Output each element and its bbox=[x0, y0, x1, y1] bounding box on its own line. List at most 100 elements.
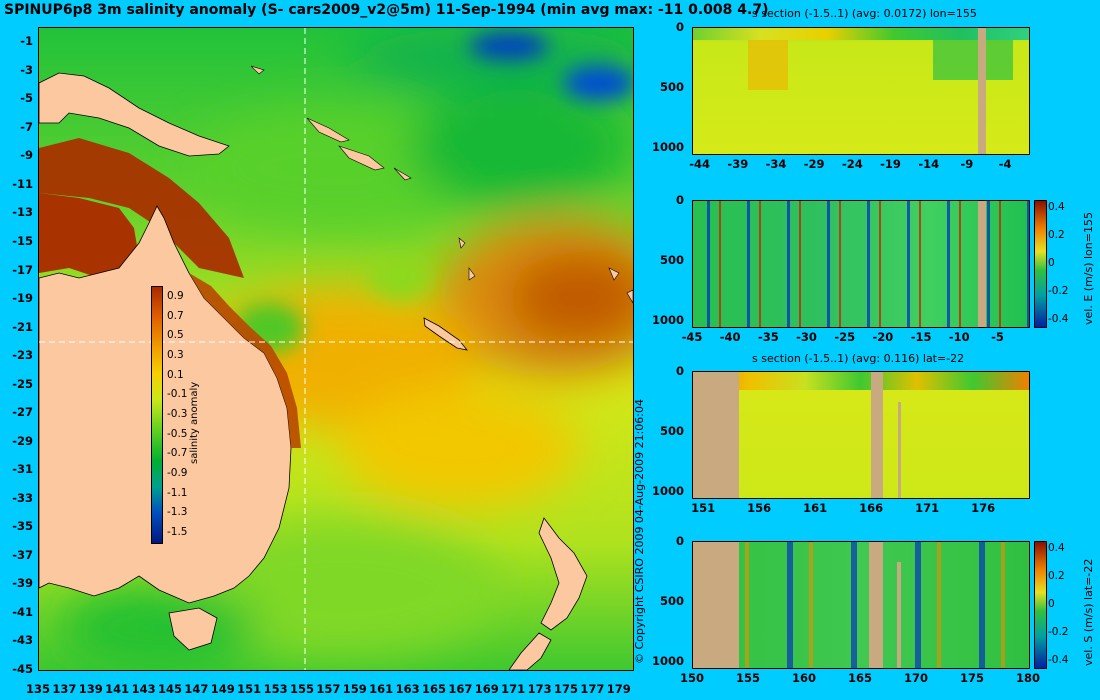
map-lat-tick: -9 bbox=[20, 148, 33, 163]
panel-1-x-tick: -9 bbox=[960, 157, 974, 171]
map-colorbar-tick: -0.1 bbox=[167, 388, 188, 401]
map-lat-tick: -41 bbox=[12, 604, 33, 619]
panel-1-y-tick: 500 bbox=[659, 80, 684, 94]
panel-4-x-tick: 160 bbox=[791, 671, 817, 685]
panel-4-colorbar-label: vel. S (m/s) lat=-22 bbox=[1082, 558, 1095, 666]
panel-2-x-tick: -35 bbox=[757, 330, 779, 344]
map-colorbar-tick: 0.1 bbox=[167, 368, 184, 381]
map-colorbar-tick: -1.3 bbox=[167, 506, 188, 519]
panel-3-x-tick: 176 bbox=[971, 501, 996, 515]
map-lon-tick: 147 bbox=[184, 682, 209, 696]
panel-1-x-tick: -24 bbox=[841, 157, 863, 171]
map-lat-tick: -29 bbox=[12, 433, 33, 448]
map-lon-tick: 167 bbox=[448, 682, 473, 696]
map-lon-tick: 157 bbox=[316, 682, 341, 696]
panel-4-colorbar-tick: -0.2 bbox=[1048, 626, 1069, 638]
map-lon-tick: 173 bbox=[527, 682, 552, 696]
panel-2-y-tick: 1000 bbox=[651, 313, 684, 327]
map-lat-tick: -21 bbox=[12, 319, 33, 334]
panel-2-x-tick: -25 bbox=[834, 330, 856, 344]
panel-2-x-tick: -5 bbox=[991, 330, 1004, 344]
map-lon-tick: 139 bbox=[78, 682, 103, 696]
map-lon-tick: 159 bbox=[342, 682, 367, 696]
map-lon-tick: 177 bbox=[580, 682, 605, 696]
panel-2-y-tick: 0 bbox=[675, 193, 684, 207]
map-colorbar-tick: -0.7 bbox=[167, 447, 188, 460]
panel-1-x-tick: -19 bbox=[880, 157, 901, 171]
panel-2-y-tick: 500 bbox=[659, 253, 684, 267]
map-colorbar-tick: 0.9 bbox=[167, 289, 184, 302]
map-colorbar-tick: 0.7 bbox=[167, 309, 184, 322]
panel-1-y-tick: 0 bbox=[675, 20, 684, 34]
panel-3-x-tick: 151 bbox=[691, 501, 716, 515]
panel-2-x-tick: -40 bbox=[719, 330, 741, 344]
panel-4-land bbox=[693, 542, 739, 668]
panel-4-colorbar-tick: 0 bbox=[1048, 598, 1055, 610]
map-lat-tick: -33 bbox=[12, 490, 33, 505]
panel-4-colorbar bbox=[1034, 541, 1047, 669]
map-lon-tick: 163 bbox=[395, 682, 420, 696]
panel-3-y-tick: 500 bbox=[659, 424, 684, 438]
panel-3-x-tick: 161 bbox=[803, 501, 828, 515]
panel-4-x-tick: 155 bbox=[735, 671, 761, 685]
map-lon-tick: 141 bbox=[105, 682, 130, 696]
salinity-map: 0.9 0.7 0.5 0.3 0.1 -0.1 -0.3 -0.5 -0.7 -0.9 -1.1 -… bbox=[38, 27, 634, 671]
panel-2-x-tick: -45 bbox=[681, 330, 703, 344]
land-new-guinea bbox=[39, 72, 230, 157]
land-tasmania bbox=[168, 607, 218, 651]
map-lon-tick: 149 bbox=[210, 682, 235, 696]
panel-4-x-tick: 170 bbox=[903, 671, 929, 685]
panel-2-colorbar-tick: 0 bbox=[1048, 257, 1055, 269]
panel-2-colorbar-tick: 0.2 bbox=[1048, 229, 1065, 241]
map-lat-tick: -25 bbox=[12, 376, 33, 391]
map-lat-tick: -43 bbox=[12, 633, 33, 648]
panel-2-colorbar-tick: 0.4 bbox=[1048, 201, 1065, 213]
panel-3-y-tick: 1000 bbox=[651, 484, 684, 498]
panel-2-x-tick: -10 bbox=[948, 330, 970, 344]
panel-2-colorbar-tick: -0.2 bbox=[1048, 285, 1069, 297]
map-lat-tick: -3 bbox=[20, 62, 33, 77]
map-lon-tick: 169 bbox=[474, 682, 499, 696]
map-lon-tick: 153 bbox=[263, 682, 288, 696]
panel-3-x-tick: 156 bbox=[747, 501, 772, 515]
map-lat-tick: -35 bbox=[12, 519, 33, 534]
section-panel-2 bbox=[692, 200, 1030, 328]
panel-2-colorbar bbox=[1034, 200, 1047, 328]
panel-3-title: s section (-1.5..1) (avg: 0.116) lat=-22 bbox=[752, 352, 965, 365]
panel-1-x-tick: -29 bbox=[803, 157, 825, 171]
map-colorbar-tick: -1.5 bbox=[167, 526, 188, 539]
map-lat-tick: -11 bbox=[12, 176, 33, 191]
map-lon-tick: 155 bbox=[289, 682, 315, 696]
map-lat-tick: -1 bbox=[20, 34, 33, 49]
map-lat-tick: -19 bbox=[12, 291, 33, 306]
panel-4-x-tick: 180 bbox=[1015, 671, 1041, 685]
panel-2-x-tick: -20 bbox=[872, 330, 894, 344]
map-lat-tick: -15 bbox=[12, 234, 33, 248]
panel-4-colorbar-tick: 0.4 bbox=[1048, 542, 1065, 554]
map-lat-tick: -45 bbox=[12, 662, 33, 676]
panel-1-x-tick: -44 bbox=[689, 157, 711, 171]
map-colorbar-tick: -0.5 bbox=[167, 427, 188, 440]
section-panel-4 bbox=[692, 541, 1030, 669]
map-colorbar-tick: -0.9 bbox=[167, 467, 188, 480]
map-colorbar-tick: -0.3 bbox=[167, 408, 188, 420]
panel-1-land bbox=[978, 28, 986, 154]
panel-1-x-tick: -4 bbox=[998, 157, 1012, 171]
map-lon-tick: 161 bbox=[369, 682, 394, 696]
map-lat-tick: -31 bbox=[12, 462, 33, 477]
land-new-caledonia bbox=[423, 317, 468, 351]
panel-3-x-tick: 171 bbox=[915, 501, 940, 515]
map-colorbar-tick: 0.3 bbox=[167, 348, 184, 361]
map-lat-tick: -23 bbox=[12, 348, 33, 363]
panel-4-x-tick: 175 bbox=[959, 671, 985, 685]
map-colorbar-tick: -1.1 bbox=[167, 486, 188, 499]
map-lat-tick: -37 bbox=[12, 547, 33, 562]
panel-1-x-tick: -39 bbox=[727, 157, 749, 171]
map-lat-tick: -39 bbox=[12, 576, 33, 591]
section-panel-3 bbox=[692, 371, 1030, 499]
map-lon-tick: 171 bbox=[501, 682, 526, 696]
map-lat-tick: -27 bbox=[12, 405, 33, 420]
map-lon-tick: 145 bbox=[157, 682, 183, 696]
panel-1-x-tick: -34 bbox=[765, 157, 787, 171]
map-colorbar bbox=[151, 286, 163, 544]
